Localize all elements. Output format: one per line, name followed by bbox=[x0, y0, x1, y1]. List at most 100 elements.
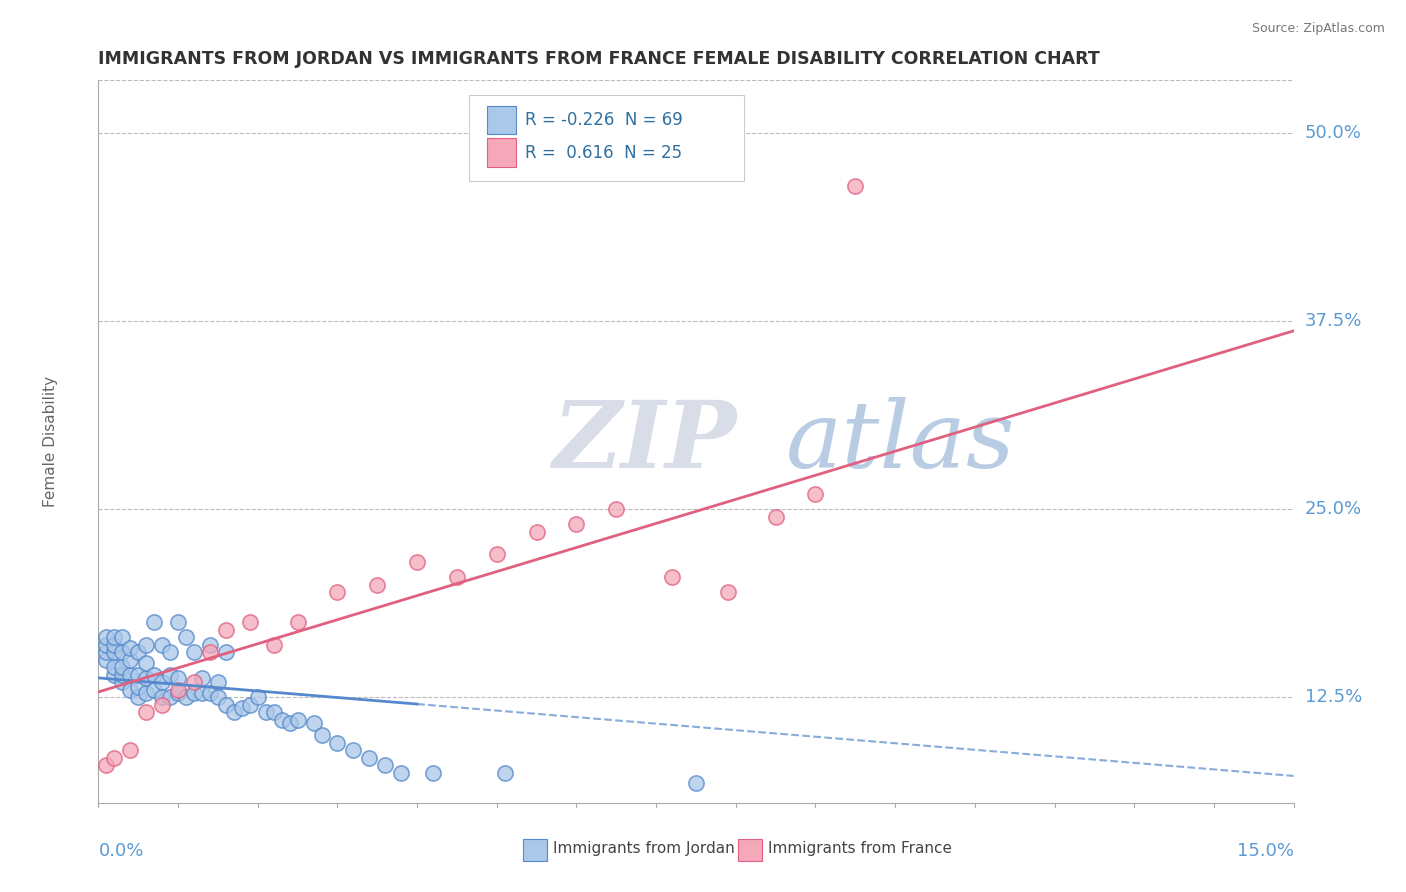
Point bbox=[159, 668, 181, 682]
Point bbox=[135, 656, 157, 670]
Point bbox=[96, 638, 118, 652]
Point bbox=[143, 682, 166, 697]
Point bbox=[191, 671, 214, 685]
Point bbox=[150, 675, 173, 690]
Text: 37.5%: 37.5% bbox=[1305, 312, 1362, 330]
Point bbox=[111, 668, 134, 682]
Point bbox=[103, 630, 125, 644]
Text: ZIP: ZIP bbox=[553, 397, 737, 486]
Point bbox=[103, 660, 125, 674]
Text: Immigrants from France: Immigrants from France bbox=[768, 841, 952, 855]
Point bbox=[246, 690, 269, 705]
Point bbox=[389, 765, 412, 780]
Point bbox=[231, 701, 253, 715]
Point bbox=[135, 686, 157, 700]
Point bbox=[565, 517, 588, 532]
Point bbox=[159, 690, 181, 705]
Point bbox=[150, 690, 173, 705]
Text: Immigrants from Jordan: Immigrants from Jordan bbox=[553, 841, 734, 855]
Point bbox=[191, 686, 214, 700]
Point bbox=[183, 686, 205, 700]
Point bbox=[120, 653, 142, 667]
Point bbox=[207, 690, 229, 705]
Point bbox=[494, 765, 516, 780]
Point bbox=[685, 776, 707, 790]
Point bbox=[222, 706, 245, 720]
Point bbox=[287, 615, 309, 630]
Point bbox=[135, 671, 157, 685]
Point bbox=[844, 178, 866, 193]
Point bbox=[215, 623, 238, 637]
Point bbox=[127, 645, 149, 659]
Text: Source: ZipAtlas.com: Source: ZipAtlas.com bbox=[1251, 22, 1385, 36]
Bar bbox=[486, 138, 516, 167]
Point bbox=[150, 638, 173, 652]
Point bbox=[96, 630, 118, 644]
Point bbox=[127, 668, 149, 682]
Point bbox=[150, 698, 173, 712]
Point bbox=[215, 698, 238, 712]
Point bbox=[167, 671, 190, 685]
Point bbox=[254, 706, 277, 720]
Point bbox=[111, 675, 134, 690]
Point bbox=[717, 585, 740, 599]
Point bbox=[120, 682, 142, 697]
Point bbox=[366, 577, 388, 591]
FancyBboxPatch shape bbox=[470, 95, 744, 181]
Point bbox=[661, 570, 683, 584]
Bar bbox=[523, 838, 547, 861]
Point bbox=[605, 502, 627, 516]
Point bbox=[239, 615, 262, 630]
Point bbox=[103, 750, 125, 764]
Point bbox=[135, 638, 157, 652]
Point bbox=[127, 680, 149, 694]
Text: 15.0%: 15.0% bbox=[1236, 842, 1294, 860]
Bar bbox=[486, 105, 516, 135]
Point bbox=[239, 698, 262, 712]
Point bbox=[765, 509, 787, 524]
Text: R = -0.226  N = 69: R = -0.226 N = 69 bbox=[524, 111, 683, 129]
Point bbox=[127, 690, 149, 705]
Point bbox=[174, 630, 197, 644]
Text: IMMIGRANTS FROM JORDAN VS IMMIGRANTS FROM FRANCE FEMALE DISABILITY CORRELATION C: IMMIGRANTS FROM JORDAN VS IMMIGRANTS FRO… bbox=[98, 50, 1099, 68]
Text: 25.0%: 25.0% bbox=[1305, 500, 1362, 518]
Point bbox=[143, 668, 166, 682]
Point bbox=[207, 675, 229, 690]
Point bbox=[485, 548, 508, 562]
Point bbox=[359, 750, 381, 764]
Point bbox=[120, 743, 142, 757]
Point bbox=[120, 640, 142, 655]
Point bbox=[311, 728, 333, 742]
Point bbox=[446, 570, 468, 584]
Point bbox=[198, 645, 221, 659]
Point bbox=[111, 630, 134, 644]
Point bbox=[374, 758, 396, 772]
Point bbox=[406, 555, 429, 569]
Point bbox=[103, 638, 125, 652]
Point bbox=[96, 653, 118, 667]
Point bbox=[198, 686, 221, 700]
Point bbox=[326, 585, 349, 599]
Point bbox=[111, 660, 134, 674]
Point bbox=[326, 735, 349, 749]
Point bbox=[120, 668, 142, 682]
Point bbox=[422, 765, 444, 780]
Point bbox=[135, 706, 157, 720]
Point bbox=[167, 615, 190, 630]
Text: atlas: atlas bbox=[786, 397, 1015, 486]
Point bbox=[302, 716, 325, 731]
Point bbox=[263, 638, 285, 652]
Point bbox=[159, 645, 181, 659]
Point bbox=[167, 682, 190, 697]
Point bbox=[198, 638, 221, 652]
Point bbox=[96, 758, 118, 772]
Text: R =  0.616  N = 25: R = 0.616 N = 25 bbox=[524, 144, 682, 161]
Point bbox=[342, 743, 364, 757]
Point bbox=[103, 668, 125, 682]
Point bbox=[263, 706, 285, 720]
Point bbox=[278, 716, 301, 731]
Point bbox=[270, 713, 292, 727]
Text: 50.0%: 50.0% bbox=[1305, 124, 1361, 142]
Text: Female Disability: Female Disability bbox=[44, 376, 58, 508]
Point bbox=[215, 645, 238, 659]
